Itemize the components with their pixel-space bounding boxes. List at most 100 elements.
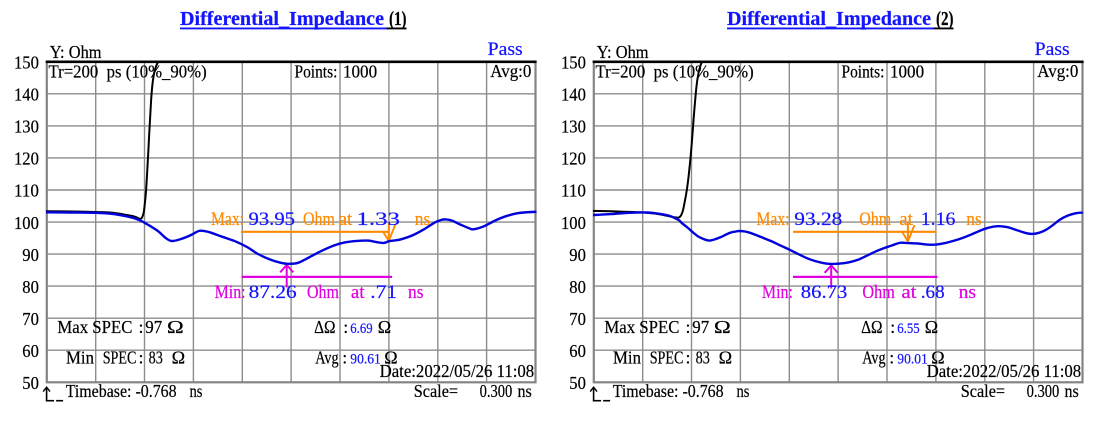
svg-text:at: at bbox=[339, 209, 353, 230]
svg-text:0.300: 0.300 bbox=[1027, 381, 1060, 401]
svg-text:50: 50 bbox=[569, 373, 586, 393]
svg-text:120: 120 bbox=[14, 149, 39, 169]
svg-text:Scale=: Scale= bbox=[414, 381, 458, 401]
svg-text:Pass: Pass bbox=[488, 39, 523, 60]
svg-text:83: 83 bbox=[149, 348, 163, 368]
svg-text:(1): (1) bbox=[389, 9, 407, 30]
svg-text:50: 50 bbox=[22, 373, 39, 393]
svg-text:83: 83 bbox=[696, 348, 710, 368]
svg-text:1000: 1000 bbox=[343, 61, 377, 81]
svg-text:6.55: 6.55 bbox=[897, 321, 919, 337]
svg-text:at: at bbox=[901, 282, 917, 303]
svg-text:ns: ns bbox=[415, 209, 431, 230]
svg-text:130: 130 bbox=[14, 117, 39, 137]
svg-text:Tr=200 ps (10%_90%): Tr=200 ps (10%_90%) bbox=[49, 61, 207, 82]
svg-text:Min: Min bbox=[613, 348, 641, 368]
svg-text::: : bbox=[686, 348, 691, 368]
svg-text:Ω: Ω bbox=[714, 317, 731, 337]
svg-text:ns: ns bbox=[190, 381, 203, 401]
svg-text:Ω: Ω bbox=[931, 348, 944, 368]
svg-text:6.69: 6.69 bbox=[350, 321, 372, 337]
svg-text:70: 70 bbox=[569, 309, 586, 329]
svg-text:.71: .71 bbox=[370, 282, 397, 303]
svg-text:Ω: Ω bbox=[378, 317, 391, 337]
svg-text:(2): (2) bbox=[936, 9, 954, 30]
svg-text:130: 130 bbox=[561, 117, 586, 137]
svg-text:.68: .68 bbox=[921, 282, 945, 303]
svg-text:90: 90 bbox=[22, 245, 39, 265]
svg-text:Avg: Avg bbox=[315, 348, 338, 368]
svg-text:Timebase: -0.768: Timebase: -0.768 bbox=[66, 381, 177, 401]
svg-text:Ω: Ω bbox=[384, 348, 397, 368]
svg-text:Tr=200 ps (10%_90%): Tr=200 ps (10%_90%) bbox=[596, 61, 754, 82]
svg-text:Avg:0: Avg:0 bbox=[1037, 61, 1078, 81]
svg-text:150: 150 bbox=[14, 53, 39, 73]
svg-text:ns: ns bbox=[737, 381, 750, 401]
svg-text:60: 60 bbox=[22, 341, 39, 361]
svg-text:60: 60 bbox=[569, 341, 586, 361]
svg-text:Pass: Pass bbox=[1035, 39, 1070, 60]
svg-text:120: 120 bbox=[561, 149, 586, 169]
svg-text:1.33: 1.33 bbox=[356, 209, 400, 230]
svg-text:1.16: 1.16 bbox=[921, 209, 956, 230]
svg-text:Differential_Impedance: Differential_Impedance bbox=[180, 9, 384, 30]
svg-text:100: 100 bbox=[561, 213, 586, 233]
svg-text::: : bbox=[889, 348, 894, 368]
svg-text:SPEC: SPEC bbox=[103, 348, 137, 368]
svg-text:at: at bbox=[351, 282, 365, 303]
svg-text:Differential_Impedance: Differential_Impedance bbox=[727, 9, 931, 30]
svg-text::: : bbox=[686, 317, 691, 337]
svg-text:Date:2022/05/26 11:08: Date:2022/05/26 11:08 bbox=[380, 361, 535, 381]
svg-text:Points:: Points: bbox=[295, 61, 338, 81]
svg-text:97: 97 bbox=[692, 317, 709, 337]
svg-text:Ω: Ω bbox=[172, 348, 186, 368]
svg-text:Scale=: Scale= bbox=[961, 381, 1005, 401]
svg-text:Max:: Max: bbox=[757, 209, 790, 230]
svg-text::: : bbox=[890, 317, 895, 337]
svg-text:SPEC: SPEC bbox=[650, 348, 684, 368]
svg-text:Ohm: Ohm bbox=[862, 282, 895, 303]
svg-text:ΔΩ: ΔΩ bbox=[314, 317, 335, 337]
svg-text:Y: Ohm: Y: Ohm bbox=[597, 42, 649, 62]
svg-text:Y: Ohm: Y: Ohm bbox=[50, 42, 102, 62]
svg-text:Date:2022/05/26 11:08: Date:2022/05/26 11:08 bbox=[927, 361, 1082, 381]
svg-text:at: at bbox=[899, 209, 913, 230]
svg-text:Avg: Avg bbox=[862, 348, 885, 368]
svg-text:0.300: 0.300 bbox=[480, 381, 513, 401]
svg-text:93.28: 93.28 bbox=[794, 209, 842, 230]
svg-text:1000: 1000 bbox=[890, 61, 924, 81]
svg-text:90: 90 bbox=[569, 245, 586, 265]
svg-text::: : bbox=[343, 317, 348, 337]
svg-text:90.01: 90.01 bbox=[897, 352, 928, 368]
svg-text:90.61: 90.61 bbox=[350, 352, 381, 368]
svg-text:140: 140 bbox=[14, 85, 39, 105]
svg-text:Timebase: -0.768: Timebase: -0.768 bbox=[613, 381, 724, 401]
svg-text:110: 110 bbox=[561, 181, 586, 201]
svg-text:Min:: Min: bbox=[762, 282, 793, 303]
svg-text:ΔΩ: ΔΩ bbox=[861, 317, 882, 337]
svg-text:110: 110 bbox=[14, 181, 39, 201]
svg-text:ns: ns bbox=[966, 209, 982, 230]
svg-text:Min: Min bbox=[66, 348, 94, 368]
svg-text:93.95: 93.95 bbox=[249, 209, 296, 230]
svg-text:80: 80 bbox=[569, 277, 586, 297]
svg-text:Ω: Ω bbox=[167, 317, 184, 337]
svg-text:70: 70 bbox=[22, 309, 39, 329]
svg-text:Ohm: Ohm bbox=[307, 282, 339, 303]
svg-text:ns: ns bbox=[518, 381, 532, 401]
svg-text:ns: ns bbox=[959, 282, 976, 303]
svg-text:Min:: Min: bbox=[215, 282, 246, 303]
svg-text:Max SPEC: Max SPEC bbox=[604, 317, 679, 337]
svg-text::: : bbox=[139, 317, 144, 337]
svg-text:Ω: Ω bbox=[719, 348, 733, 368]
svg-text:Max:: Max: bbox=[211, 209, 244, 230]
svg-text:Max SPEC: Max SPEC bbox=[57, 317, 132, 337]
svg-text:87.26: 87.26 bbox=[249, 282, 297, 303]
svg-text:140: 140 bbox=[561, 85, 586, 105]
svg-text:ns: ns bbox=[408, 282, 424, 303]
svg-text::: : bbox=[139, 348, 144, 368]
svg-text:Avg:0: Avg:0 bbox=[490, 61, 531, 81]
svg-text:86.73: 86.73 bbox=[801, 282, 848, 303]
svg-text:ns: ns bbox=[1065, 381, 1079, 401]
svg-text:Ω: Ω bbox=[925, 317, 938, 337]
